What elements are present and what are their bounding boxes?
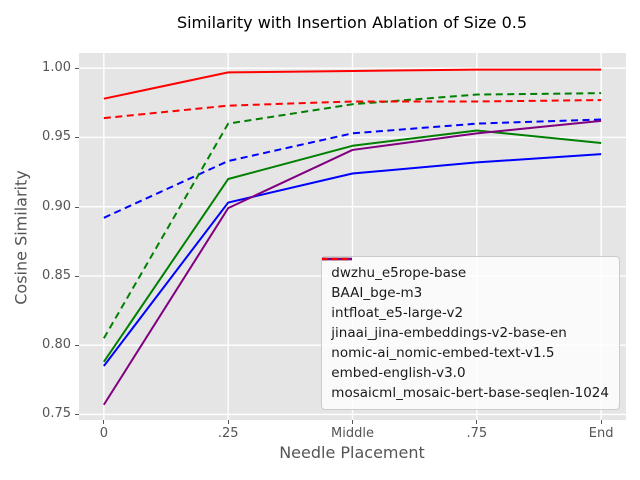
legend-item-label: mosaicml_mosaic-bert-base-seqlen-1024 bbox=[331, 385, 609, 401]
y-tick-mark bbox=[75, 275, 79, 277]
legend-item-label: BAAI_bge-m3 bbox=[331, 285, 423, 301]
y-tick-label: 1.00 bbox=[42, 60, 71, 76]
x-tick-mark bbox=[227, 420, 229, 424]
x-tick-label: 0 bbox=[99, 426, 108, 441]
series-line-jinaai_jina-embeddings-v2-base-en bbox=[103, 68, 602, 100]
series-line-dwzhu_e5rope-base bbox=[103, 129, 602, 363]
plot-area: dwzhu_e5rope-base BAAI_bge-m3 intfloat_e5-… bbox=[79, 53, 626, 420]
y-tick-label: 0.90 bbox=[42, 198, 71, 214]
series-line-BAAI_bge-m3 bbox=[103, 153, 602, 367]
series-line-embed-english-v3.0 bbox=[103, 119, 602, 406]
y-tick-mark bbox=[75, 137, 79, 139]
x-tick-label: .75 bbox=[466, 426, 488, 441]
legend-item-label: jinaai_jina-embeddings-v2-base-en bbox=[331, 325, 567, 341]
series-line-mosaicml_mosaic-bert-base-seqlen-1024 bbox=[103, 99, 602, 120]
legend-item-label: dwzhu_e5rope-base bbox=[331, 265, 467, 281]
y-tick-mark bbox=[75, 414, 79, 416]
y-tick-label: 0.95 bbox=[42, 129, 71, 145]
legend-item-label: nomic-ai_nomic-embed-text-v1.5 bbox=[331, 345, 555, 361]
legend-item: jinaai_jina-embeddings-v2-base-en bbox=[322, 257, 609, 343]
x-tick-mark bbox=[352, 420, 353, 424]
x-tick-mark bbox=[103, 420, 105, 424]
y-tick-mark bbox=[75, 345, 79, 347]
x-axis-label: Needle Placement bbox=[279, 443, 425, 462]
y-tick-mark bbox=[75, 68, 79, 70]
y-tick-mark bbox=[75, 206, 79, 208]
legend-item: embed-english-v3.0 bbox=[322, 257, 609, 383]
legend: dwzhu_e5rope-base BAAI_bge-m3 intfloat_e5-… bbox=[321, 256, 620, 410]
legend-item: intfloat_e5-large-v2 bbox=[322, 257, 609, 323]
chart-title: Similarity with Insertion Ablation of Si… bbox=[176, 13, 528, 32]
y-tick-label: 0.75 bbox=[42, 406, 71, 422]
legend-item: BAAI_bge-m3 bbox=[322, 257, 609, 303]
legend-item: mosaicml_mosaic-bert-base-seqlen-1024 bbox=[322, 257, 609, 403]
legend-item-label: intfloat_e5-large-v2 bbox=[331, 305, 464, 321]
series-line-intfloat_e5-large-v2 bbox=[103, 118, 602, 219]
y-tick-label: 0.85 bbox=[42, 267, 71, 283]
x-tick-label: End bbox=[588, 426, 614, 441]
y-tick-label: 0.80 bbox=[42, 337, 71, 353]
legend-item: dwzhu_e5rope-base bbox=[322, 257, 609, 283]
y-axis-label: Cosine Similarity bbox=[11, 170, 31, 305]
chart-svg bbox=[79, 53, 626, 420]
x-tick-mark bbox=[600, 420, 602, 424]
legend-item: nomic-ai_nomic-embed-text-v1.5 bbox=[322, 257, 609, 363]
legend-item-label: embed-english-v3.0 bbox=[331, 365, 466, 381]
legend-line-sample bbox=[322, 257, 353, 261]
x-tick-mark bbox=[476, 420, 478, 424]
x-tick-label: Middle bbox=[331, 426, 374, 441]
x-tick-label: .25 bbox=[217, 426, 239, 441]
series-line-nomic-ai_nomic-embed-text-v1.5 bbox=[102, 92, 602, 339]
